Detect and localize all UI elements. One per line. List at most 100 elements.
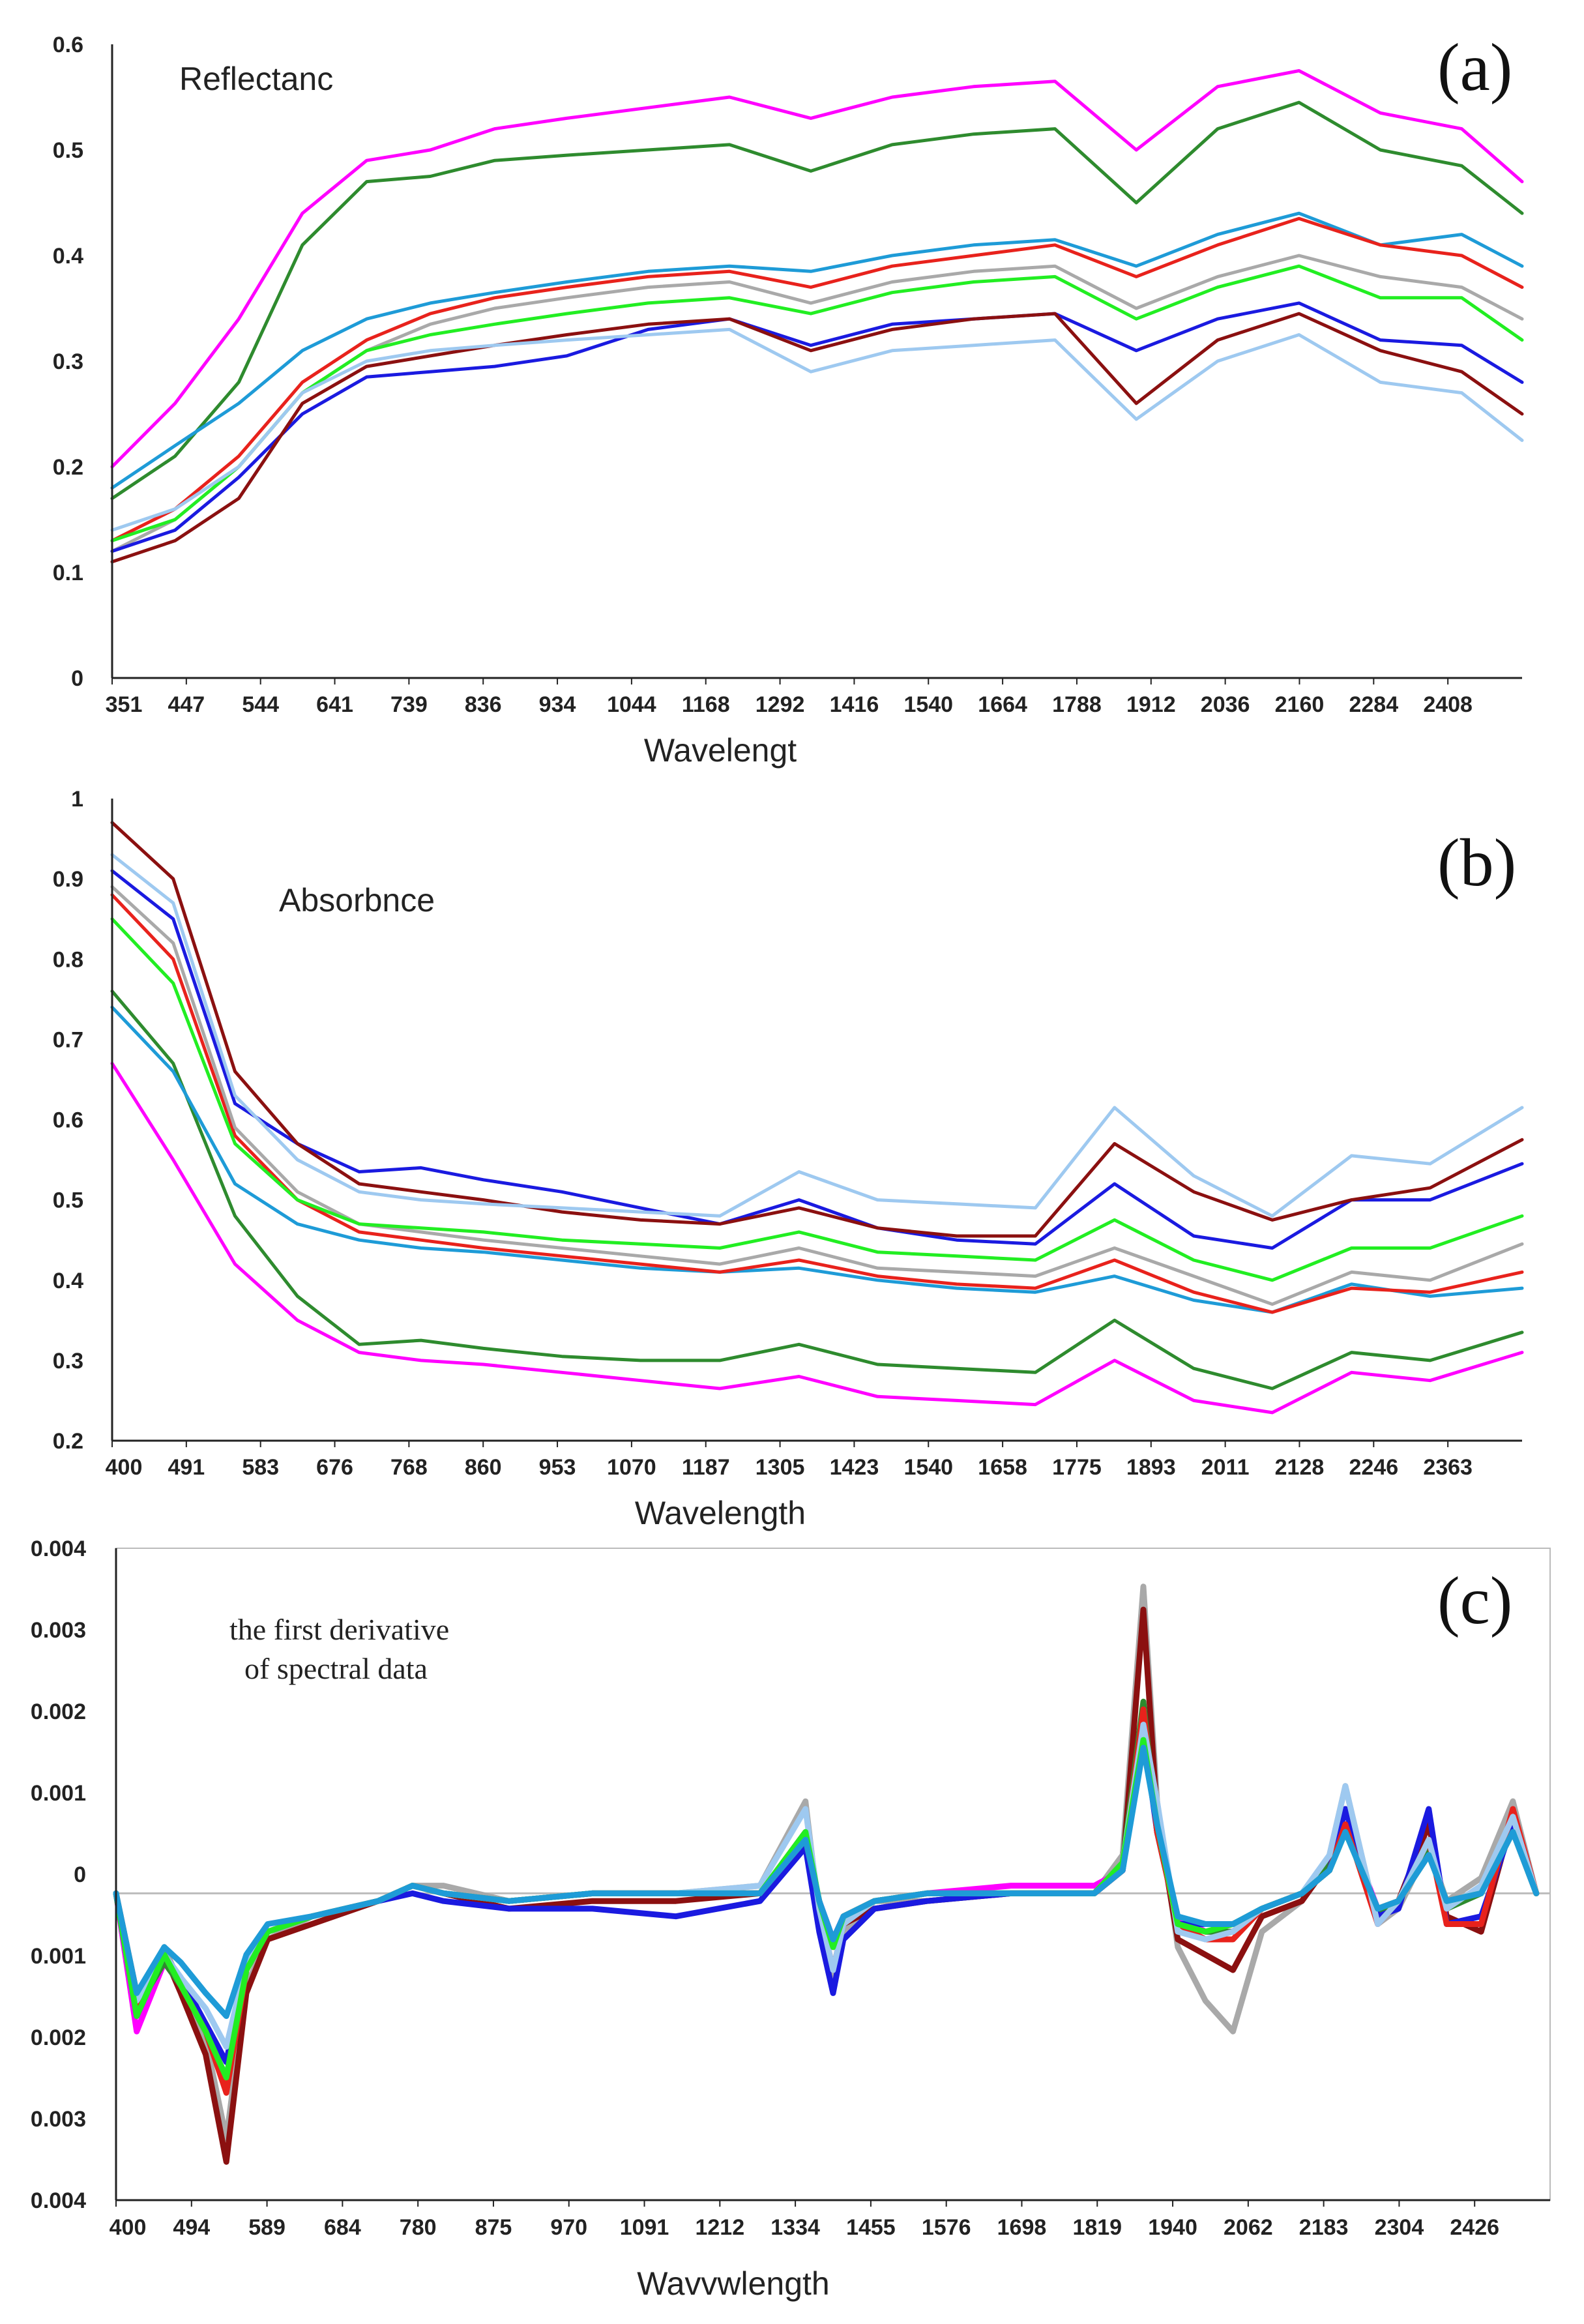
panel-b-x-tick-label: 1070 xyxy=(607,1455,656,1480)
panel-a-x-tick-label: 739 xyxy=(390,692,428,717)
panel-a-x-tick-label: 1788 xyxy=(1052,692,1102,717)
panel-c-x-tick-label: 2304 xyxy=(1375,2215,1424,2240)
panel-a-x-tick-label: 1664 xyxy=(978,692,1027,717)
panel-c-annotation-line-2: of spectral data xyxy=(244,1652,428,1685)
panel-a-x-tick-label: 836 xyxy=(465,692,502,717)
panel-a-series-line-8 xyxy=(110,312,1524,564)
panel-b-series-line-9 xyxy=(110,853,1524,1218)
panel-c-x-tick-label: 1334 xyxy=(770,2215,820,2240)
panel-b-x-tick-label: 1893 xyxy=(1126,1455,1176,1480)
panel-b-x-tick-label: 1540 xyxy=(903,1455,953,1480)
panel-b-x-tick-label: 2363 xyxy=(1423,1455,1473,1480)
panel-b-y-tick-label: 0.5 xyxy=(53,1188,83,1213)
panel-a-x-tick-label: 2036 xyxy=(1201,692,1250,717)
panel-c-y-tick-label: 0.004 xyxy=(31,1537,86,1561)
panel-c-x-tick-label: 1091 xyxy=(620,2215,669,2240)
panel-a-x-tick-label: 641 xyxy=(316,692,353,717)
panel-b-x-tick-label: 400 xyxy=(106,1455,143,1480)
panel-c-x-ticks: 400 494 589 684 780 875 970 1091 1212 1334 1455 157… xyxy=(110,2200,1499,2240)
panel-b-x-tick-label: 676 xyxy=(316,1455,353,1480)
panel-a-x-ticks: 351 447 544 641 739 836 934 1044 1168 1292 1416 154… xyxy=(106,678,1473,717)
panel-b-y-ticks: 1 0.9 0.8 0.7 0.6 0.5 0.4 0.3 0.2 xyxy=(53,787,83,1454)
panel-b-x-tick-label: 1305 xyxy=(755,1455,805,1480)
panel-a-x-tick-label: 544 xyxy=(242,692,279,717)
panel-a-x-tick-label: 2408 xyxy=(1423,692,1473,717)
panel-c-x-tick-label: 494 xyxy=(173,2215,210,2240)
panel-b-series xyxy=(110,821,1524,1415)
panel-a-y-tick-label: 0.1 xyxy=(53,561,83,585)
panel-a-x-axis-label: Wavelengt xyxy=(644,732,797,769)
panel-b-y-tick-label: 0.2 xyxy=(53,1429,83,1454)
panel-b-series-line-6 xyxy=(110,917,1524,1282)
panel-c-x-tick-label: 2062 xyxy=(1224,2215,1273,2240)
panel-c-y-tick-label: 0.001 xyxy=(31,1944,86,1969)
panel-b-x-tick-label: 860 xyxy=(465,1455,502,1480)
panel-a-x-tick-label: 1540 xyxy=(903,692,953,717)
panel-c-y-tick-label: 0.002 xyxy=(31,2025,86,2050)
panel-c-x-tick-label: 684 xyxy=(324,2215,361,2240)
panel-c-x-tick-label: 780 xyxy=(400,2215,437,2240)
panel-a-annotation-line-1: Reflectanc xyxy=(179,61,333,97)
panel-a-y-tick-label: 0.5 xyxy=(53,138,83,163)
panel-a-series-line-4 xyxy=(110,216,1524,542)
panel-c-series-line-9 xyxy=(113,1744,1540,2020)
panel-b-series-line-2 xyxy=(110,990,1524,1390)
panel-c-y-tick-label: 0 xyxy=(74,1862,86,1887)
panel-a-series xyxy=(110,69,1524,564)
panel-a-series-line-7 xyxy=(110,301,1524,553)
panel-a-series-line-1 xyxy=(110,69,1524,469)
panel-a-series-line-3 xyxy=(110,211,1524,490)
panel-a-x-tick-label: 351 xyxy=(106,692,143,717)
panel-b-x-tick-label: 2128 xyxy=(1275,1455,1325,1480)
panel-a-x-tick-label: 1416 xyxy=(830,692,879,717)
panel-b-label: (b) xyxy=(1437,825,1516,900)
panel-c-x-tick-label: 1576 xyxy=(922,2215,971,2240)
panel-b-x-tick-label: 1187 xyxy=(682,1455,730,1480)
panel-b-annotation-line-1: Absorbnce xyxy=(279,882,435,919)
panel-b-series-line-1 xyxy=(110,1061,1524,1415)
panel-a-x-tick-label: 447 xyxy=(168,692,205,717)
panel-c-y-ticks: 0.004 0.003 0.002 0.001 0 0.001 0.002 0.003 0.00… xyxy=(31,1537,86,2213)
panel-c-x-axis-label: Wavvwlength xyxy=(637,2265,829,2302)
panel-b-y-tick-label: 0.6 xyxy=(53,1108,83,1133)
panel-c-y-tick-label: 0.002 xyxy=(31,1699,86,1724)
panel-a-y-tick-label: 0.6 xyxy=(53,33,83,57)
panel-b-x-tick-label: 768 xyxy=(390,1455,428,1480)
panel-b-x-tick-label: 953 xyxy=(539,1455,576,1480)
panel-b-x-tick-label: 2011 xyxy=(1201,1455,1250,1480)
panel-c-label: (c) xyxy=(1437,1563,1512,1638)
panel-b-y-tick-label: 1 xyxy=(71,787,83,812)
panel-b-series-line-7 xyxy=(110,869,1524,1250)
panel-a-x-tick-label: 1044 xyxy=(607,692,656,717)
panel-a-y-ticks: 0.6 0.5 0.4 0.3 0.2 0.1 0 xyxy=(53,33,83,691)
panel-b-x-tick-label: 491 xyxy=(168,1455,205,1480)
panel-c-series xyxy=(113,1583,1540,2165)
panel-c-y-tick-label: 0.003 xyxy=(31,1618,86,1643)
panel-a-x-tick-label: 1168 xyxy=(682,692,730,717)
panel-a-y-tick-label: 0 xyxy=(71,666,83,691)
panel-a-series-line-9 xyxy=(110,327,1524,532)
panel-b-x-tick-label: 583 xyxy=(242,1455,279,1480)
panel-a-y-tick-label: 0.2 xyxy=(53,455,83,480)
panel-c-x-tick-label: 2183 xyxy=(1299,2215,1349,2240)
panel-b-x-axis-label: Wavelength xyxy=(635,1495,806,1531)
panel-b-x-tick-label: 2246 xyxy=(1349,1455,1398,1480)
panel-a-y-tick-label: 0.4 xyxy=(53,244,83,269)
panel-c-x-tick-label: 1819 xyxy=(1072,2215,1122,2240)
panel-b-series-line-5 xyxy=(110,885,1524,1306)
panel-a-label: (a) xyxy=(1437,30,1512,105)
panel-c-x-tick-label: 875 xyxy=(475,2215,512,2240)
panel-a-x-tick-label: 2160 xyxy=(1275,692,1325,717)
panel-b-y-tick-label: 0.9 xyxy=(53,867,83,892)
panel-c-y-tick-label: 0.001 xyxy=(31,1781,86,1806)
panel-c-x-tick-label: 2426 xyxy=(1450,2215,1499,2240)
panel-c-x-tick-label: 1940 xyxy=(1148,2215,1197,2240)
panel-b-y-tick-label: 0.8 xyxy=(53,947,83,972)
panel-b-y-tick-label: 0.4 xyxy=(53,1269,83,1293)
panel-c-x-tick-label: 1455 xyxy=(846,2215,896,2240)
panel-b-series-line-8 xyxy=(110,821,1524,1238)
panel-c: 0.004 0.003 0.002 0.001 0 0.001 0.002 0.003 0.00… xyxy=(31,1537,1551,2302)
panel-a-x-tick-label: 1292 xyxy=(755,692,805,717)
panel-a-series-line-2 xyxy=(110,100,1524,501)
panel-b-x-tick-label: 1658 xyxy=(978,1455,1027,1480)
